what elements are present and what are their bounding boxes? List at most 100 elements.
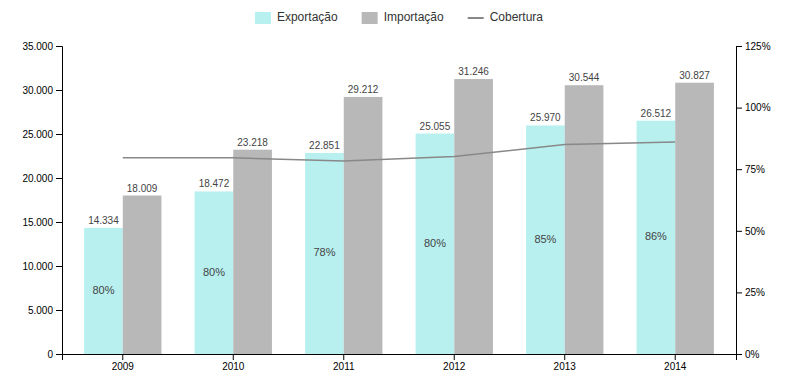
data-label: 85%	[534, 233, 556, 245]
tick: 0	[47, 349, 62, 360]
tick-mark	[736, 169, 742, 170]
tick-mark	[736, 292, 742, 293]
y-axis: 0 5.000 10.000 15.000 20.000 25.000 30.000 35.0…	[22, 41, 62, 360]
bar	[305, 153, 344, 354]
tick: 20.000	[22, 173, 62, 184]
axis-line	[56, 47, 63, 355]
x-axis: 2009 2010 2011 2012 2013 2014	[63, 354, 737, 372]
tick-label: 15.000	[22, 217, 53, 228]
tick-label: 10.000	[22, 261, 53, 272]
tick-label: 35.000	[22, 41, 53, 52]
tick-label: 25.000	[22, 129, 53, 140]
bar	[565, 85, 604, 354]
legend-item: Importação	[362, 10, 444, 24]
data-label: 18.009	[127, 183, 158, 194]
bar	[84, 228, 123, 354]
tick: 50%	[736, 226, 765, 237]
tick-label: 2013	[554, 361, 577, 372]
bar	[344, 97, 383, 354]
tick-mark	[56, 266, 62, 267]
legend-swatch	[362, 12, 378, 24]
axis-line	[737, 47, 743, 355]
tick-mark	[56, 134, 62, 135]
legend-swatch	[255, 12, 271, 24]
tick-mark	[736, 354, 742, 355]
data-label: 26.512	[641, 108, 672, 119]
tick-label: 125%	[745, 41, 771, 52]
tick-mark	[736, 108, 742, 109]
tick-mark	[564, 354, 565, 360]
bar	[526, 125, 565, 354]
tick: 30.000	[22, 85, 62, 96]
bar	[123, 196, 162, 354]
tick: 75%	[736, 164, 765, 175]
data-label: 30.827	[679, 70, 710, 81]
legend-label: Importação	[384, 10, 444, 24]
data-labels: 14.33418.47222.85125.05525.97026.51218.0…	[88, 66, 710, 296]
tick-mark	[56, 46, 62, 47]
tick-mark	[736, 231, 742, 232]
tick-label: 2012	[443, 361, 466, 372]
tick-mark	[675, 354, 676, 360]
tick-mark	[736, 46, 742, 47]
tick-mark	[56, 178, 62, 179]
data-label: 22.851	[309, 140, 340, 151]
tick: 2012	[443, 354, 466, 372]
tick-label: 20.000	[22, 173, 53, 184]
line	[123, 142, 675, 161]
tick: 2011	[333, 354, 355, 372]
tick: 25%	[736, 287, 765, 298]
bar	[195, 191, 234, 354]
tick: 0%	[736, 349, 760, 360]
axis-line	[63, 355, 737, 361]
data-label: 80%	[203, 266, 225, 278]
bar	[454, 79, 493, 354]
data-label: 23.218	[237, 137, 268, 148]
data-label: 30.544	[569, 72, 600, 83]
bar	[637, 121, 676, 354]
tick-label: 0	[47, 349, 53, 360]
data-label: 29.212	[348, 84, 379, 95]
data-label: 78%	[313, 246, 335, 258]
tick-label: 2014	[664, 361, 687, 372]
bar	[675, 83, 714, 354]
tick-label: 30.000	[22, 85, 53, 96]
tick-label: 50%	[745, 226, 765, 237]
tick-mark	[233, 354, 234, 360]
tick: 2014	[664, 354, 687, 372]
tick-mark	[56, 354, 62, 355]
data-label: 31.246	[458, 66, 489, 77]
data-label: 14.334	[88, 215, 119, 226]
data-label: 25.970	[530, 112, 561, 123]
tick: 15.000	[22, 217, 62, 228]
tick-mark	[56, 310, 62, 311]
tick: 35.000	[22, 41, 62, 52]
plot: 14.33418.47222.85125.05525.97026.51218.0…	[22, 41, 770, 372]
tick-label: 100%	[745, 102, 771, 113]
data-label: 80%	[92, 284, 114, 296]
tick-label: 25%	[745, 287, 765, 298]
tick-label: 2011	[333, 361, 355, 372]
bar	[416, 134, 455, 354]
legend-label: Exportação	[277, 10, 338, 24]
tick-mark	[343, 354, 344, 360]
legend-label: Cobertura	[490, 10, 544, 24]
tick-mark	[56, 222, 62, 223]
legend-swatch	[468, 17, 484, 19]
marks	[84, 79, 714, 354]
legend-item: Cobertura	[468, 10, 544, 24]
data-label: 86%	[645, 230, 667, 242]
y2-axis: 0% 25% 50% 75% 100% 125%	[736, 41, 771, 360]
tick-label: 2009	[112, 361, 135, 372]
tick-mark	[122, 354, 123, 360]
tick-label: 0%	[745, 349, 760, 360]
tick: 5.000	[28, 305, 62, 316]
bar-series	[123, 79, 714, 354]
tick-mark	[454, 354, 455, 360]
tick: 2013	[554, 354, 577, 372]
tick: 100%	[736, 102, 771, 113]
tick: 2010	[222, 354, 245, 372]
chart: 14.33418.47222.85125.05525.97026.51218.0…	[0, 0, 798, 384]
legend-item: Exportação	[255, 10, 338, 24]
data-label: 25.055	[420, 121, 451, 132]
